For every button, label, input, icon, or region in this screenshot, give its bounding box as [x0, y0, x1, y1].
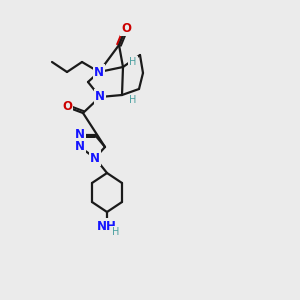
Text: O: O — [121, 22, 131, 34]
Text: N: N — [75, 140, 85, 154]
Text: N: N — [94, 65, 104, 79]
Text: N: N — [95, 91, 105, 103]
Text: N: N — [90, 152, 100, 164]
Text: H: H — [129, 95, 137, 105]
Text: NH: NH — [97, 220, 117, 232]
Text: H: H — [112, 227, 120, 237]
Text: N: N — [75, 128, 85, 142]
Text: O: O — [62, 100, 72, 113]
Text: H: H — [129, 57, 137, 67]
